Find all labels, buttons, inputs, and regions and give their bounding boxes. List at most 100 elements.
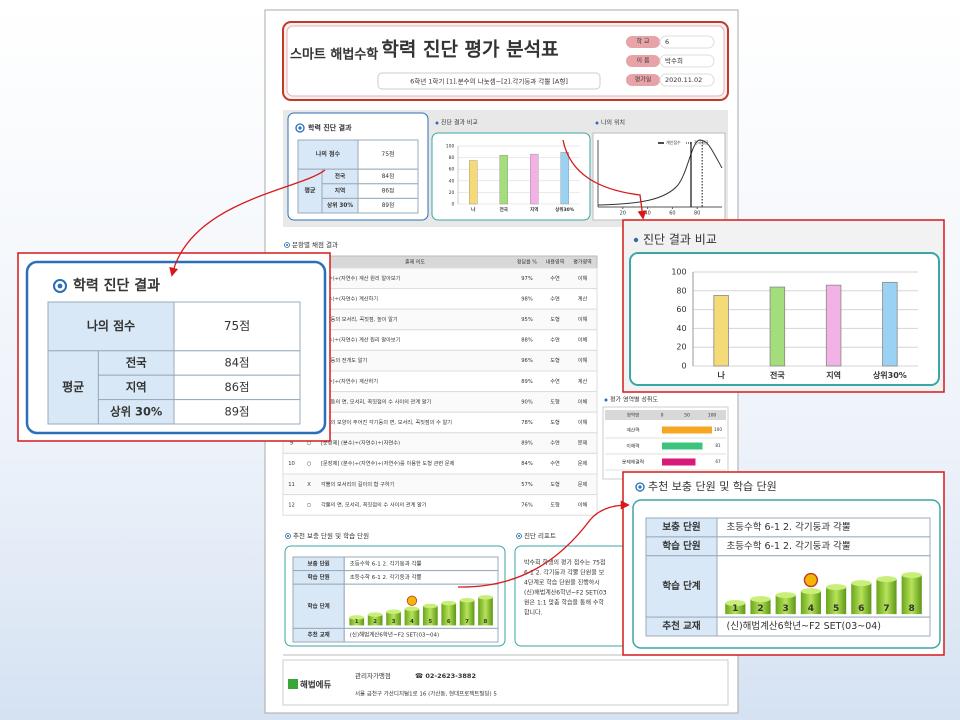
footer-logo-mark — [288, 679, 298, 689]
items-cell: ○ — [307, 461, 312, 467]
step-bar — [349, 617, 365, 626]
avg-sub-label: 지역 — [335, 187, 345, 195]
step-bar — [459, 600, 475, 626]
title-icon — [284, 242, 290, 248]
achievement-value: 100 — [714, 427, 722, 432]
items-cell: (분수)÷(자연수) 계산 원리 알아보기 — [321, 336, 401, 344]
y-tick-label: 60 — [449, 167, 455, 173]
achievement-header — [605, 410, 726, 420]
bar — [560, 152, 569, 205]
step-label: 1 — [732, 604, 738, 614]
items-cell: 수연 — [550, 294, 560, 302]
report-line: (신)해법계산6학년~F2 SET(03 — [524, 589, 607, 597]
callout-rec-title: 추천 보충 단원 및 학습 단원 — [648, 479, 777, 493]
field-pill — [626, 55, 660, 67]
current-step-medal — [803, 572, 819, 588]
footer-address: 서울 금천구 가산디지털1로 16 (가산동, 현대프로젝트빌딩) 5 — [355, 690, 497, 698]
step-bar — [725, 603, 746, 615]
avg-value-cell — [357, 197, 419, 214]
step-label: 8 — [909, 604, 915, 614]
field-pill — [626, 36, 660, 48]
avg-value: 86점 — [225, 380, 250, 394]
achievement-tick: 50 — [684, 413, 690, 419]
achievement-bar — [662, 458, 696, 466]
rec-label: 추천 교재 — [662, 620, 700, 632]
avg-sub-label: 상위 30% — [327, 201, 353, 209]
items-cell: 90% — [521, 399, 533, 405]
bullet — [595, 121, 599, 125]
rec-label: 보충 단원 — [662, 521, 700, 533]
items-cell: 97% — [521, 276, 533, 282]
logo: 스마트 해법수학 — [290, 47, 378, 63]
x-tick-label: 지역 — [826, 370, 841, 380]
avg-label: 평균 — [304, 187, 316, 195]
items-cell: 계산 — [578, 294, 588, 302]
achievement-header-label: 영역명 — [627, 412, 639, 419]
step-bar — [367, 614, 383, 626]
rec-value: (신)해법계산6학년~F2 SET(03~04) — [727, 620, 882, 632]
avg-value: 86점 — [382, 188, 394, 195]
footer-brand: 해법에듀 — [300, 680, 331, 691]
y-tick-label: 20 — [676, 343, 686, 352]
items-cell: 각기둥의 전개도 알기 — [321, 356, 367, 364]
step-label: 2 — [757, 604, 763, 614]
rec-value-cell — [343, 627, 499, 643]
rec-label: 학습 단계 — [308, 602, 330, 610]
callout-arrow — [457, 500, 630, 588]
items-cell: 이해 — [578, 500, 588, 508]
step-bar — [851, 583, 872, 615]
avg-label-cell — [47, 350, 99, 425]
items-cell: 도형 — [550, 398, 560, 405]
bar — [499, 155, 508, 205]
items-cell: 수연 — [550, 459, 560, 467]
step-top — [775, 592, 796, 599]
items-cell: 57% — [521, 482, 533, 488]
x-tick-label: 전국 — [770, 370, 785, 380]
items-cell: 84% — [521, 461, 533, 467]
step-bar — [386, 611, 401, 626]
items-cell: 문제 — [578, 480, 588, 488]
achievement-bar — [662, 426, 712, 434]
rec-label: 학습 단계 — [662, 580, 700, 592]
comparison-title: 진단 결과 비교 — [441, 119, 478, 127]
title-icon — [516, 533, 522, 539]
position-panel — [592, 132, 726, 221]
step-top — [459, 597, 475, 603]
step-bar — [750, 599, 771, 615]
y-tick-label: 80 — [676, 286, 686, 295]
field-value-box — [659, 54, 715, 68]
items-cell: 이해 — [578, 356, 588, 364]
field-label: 학 교 — [637, 38, 650, 46]
achievement-name: 문제해결력 — [622, 459, 644, 466]
footer-phone: ☎ 02-2623-3882 — [415, 672, 476, 680]
rec-value-cell — [716, 555, 931, 618]
items-cell: 도형 — [550, 481, 560, 488]
items-cell: 도형 — [550, 419, 560, 426]
y-tick-label: 20 — [449, 190, 455, 196]
step-top — [367, 612, 383, 617]
avg-value-cell — [173, 399, 301, 425]
title-icon — [635, 482, 645, 492]
callout-score-title: 학력 진단 결과 — [73, 277, 160, 294]
step-label: 2 — [373, 619, 377, 625]
my-score-label: 나의 점수 — [316, 150, 341, 158]
step-label: 3 — [783, 604, 789, 614]
step-label: 6 — [447, 619, 451, 625]
x-tick-label: 상위30% — [873, 370, 907, 380]
items-cell: [문장제] (분수)÷(자연수)÷(자연수)를 이용한 도형 관련 문제 — [321, 459, 455, 467]
items-cell: 11 — [288, 482, 295, 488]
achievement-tick: 100 — [708, 413, 717, 419]
score-value-cell — [357, 139, 419, 170]
bar — [769, 286, 786, 367]
y-tick-label: 80 — [449, 155, 455, 161]
avg-sub-label: 상위 30% — [110, 404, 163, 418]
step-label: 8 — [484, 619, 488, 625]
callout-arrow — [562, 139, 647, 220]
items-cell: 이해 — [578, 315, 588, 323]
achievement-value: 67 — [715, 459, 721, 464]
distribution-curve — [597, 139, 723, 206]
doc-title: 학력 진단 평가 분석표 — [381, 39, 558, 61]
legend-label: 개인점수 — [666, 139, 681, 145]
items-cell: 각기둥의 모서리, 꼭짓점, 높이 알기 — [321, 315, 398, 323]
avg-value: 84점 — [382, 173, 394, 180]
